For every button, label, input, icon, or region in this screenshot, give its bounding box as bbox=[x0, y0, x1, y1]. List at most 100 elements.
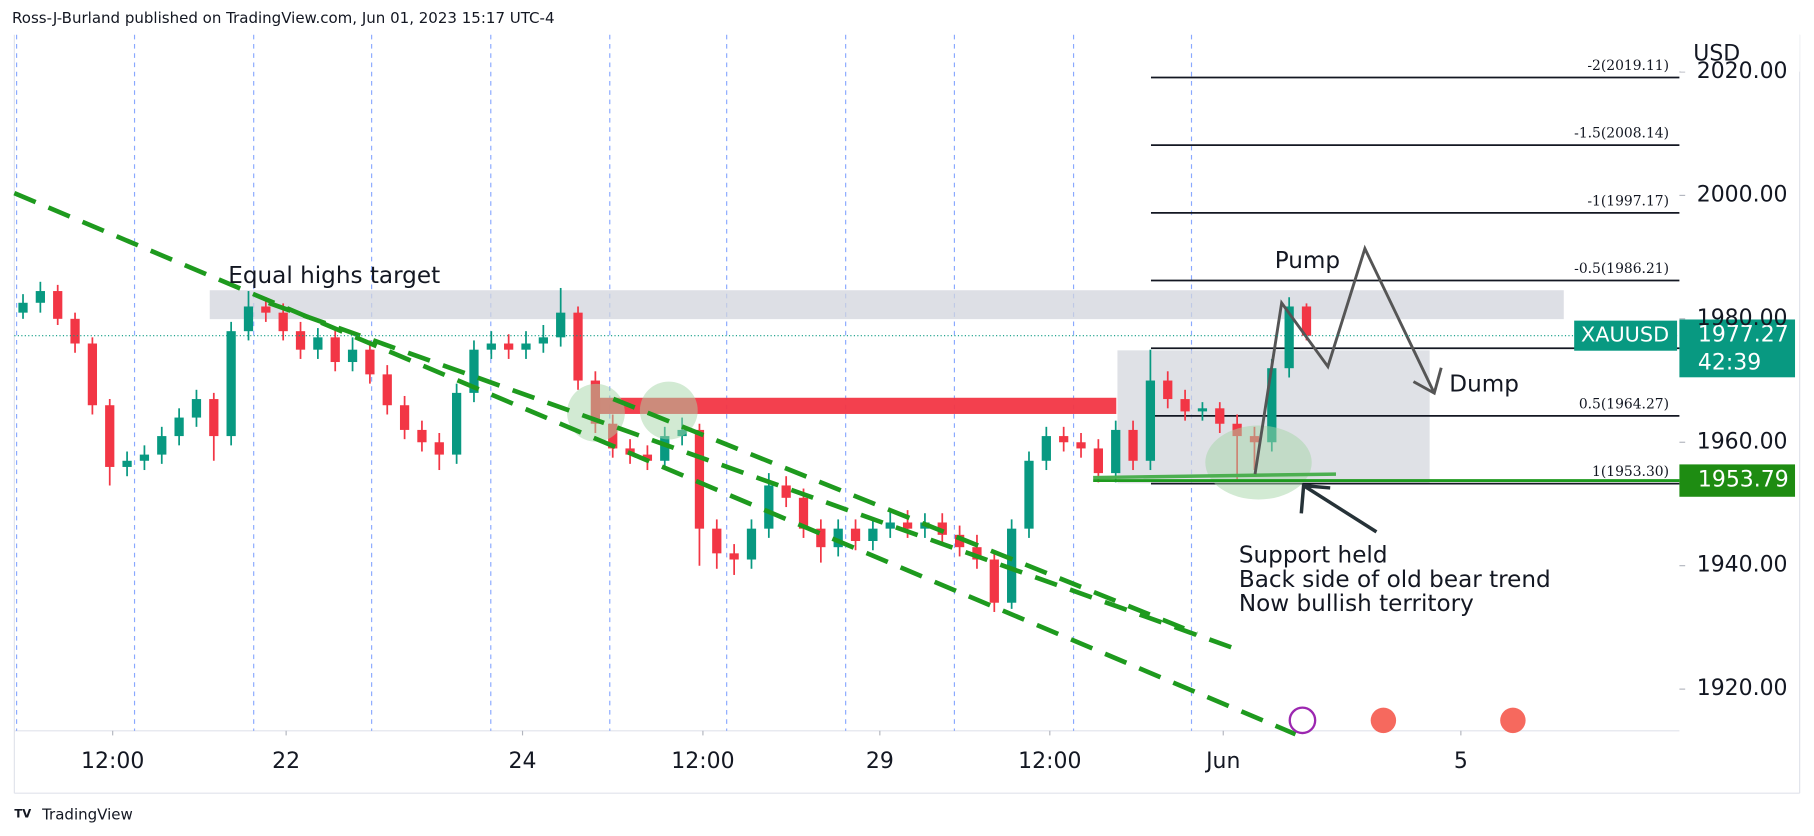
candle-body bbox=[70, 318, 80, 344]
symbol-label: XAUUSD bbox=[1581, 323, 1669, 347]
candle-body bbox=[451, 392, 462, 455]
annotation: Equal highs target bbox=[228, 263, 440, 289]
resistance-bar bbox=[595, 397, 1117, 414]
candle-body bbox=[712, 528, 722, 554]
fib-label: -0.5(1986.21) bbox=[1574, 261, 1669, 277]
candle-body bbox=[937, 522, 947, 535]
annotation: Dump bbox=[1449, 372, 1519, 398]
fib-label: 0.5(1964.27) bbox=[1579, 396, 1669, 412]
x-tick-label: 12:00 bbox=[1018, 749, 1081, 774]
candle-body bbox=[295, 331, 306, 350]
y-tick-label: 2000.00 bbox=[1697, 182, 1788, 207]
symbol-tag bbox=[1574, 320, 1678, 351]
currency-label: USD bbox=[1693, 41, 1740, 66]
fib-label: -1(1997.17) bbox=[1587, 193, 1669, 209]
candle-body bbox=[833, 528, 843, 548]
candle-body bbox=[399, 405, 410, 430]
candle-body bbox=[1284, 306, 1294, 369]
arrow bbox=[1302, 484, 1378, 534]
candles bbox=[18, 281, 1312, 612]
candle-body bbox=[694, 429, 705, 529]
axis-mask bbox=[1680, 34, 1800, 72]
equal-highs-zone bbox=[209, 290, 1564, 320]
candle-body bbox=[1197, 408, 1208, 412]
candle-body bbox=[278, 312, 288, 332]
candle-body bbox=[521, 343, 531, 350]
candle-body bbox=[1024, 460, 1034, 529]
x-tick-label: 22 bbox=[272, 749, 300, 774]
footer: TradingView bbox=[41, 806, 133, 824]
fib-levels: -2(2019.11) -1.5(2008.14) -1(1997.17) -0.5(… bbox=[1150, 58, 1680, 485]
candle-body bbox=[157, 436, 167, 455]
candle-body bbox=[1076, 442, 1086, 449]
candle-body bbox=[972, 547, 982, 560]
highlight-circle bbox=[567, 383, 625, 442]
candle-body bbox=[1111, 429, 1121, 474]
trendline bbox=[13, 190, 1297, 737]
candle-body bbox=[1145, 380, 1156, 461]
fib-label: 1(1953.30) bbox=[1592, 464, 1669, 480]
countdown-label: 42:39 bbox=[1698, 350, 1761, 375]
projection-path bbox=[1253, 244, 1436, 475]
candle-body bbox=[538, 337, 548, 344]
candle-body bbox=[261, 306, 271, 313]
candle-body bbox=[434, 442, 444, 455]
candle-body bbox=[174, 417, 184, 437]
candle-body bbox=[139, 454, 150, 461]
candle-body bbox=[764, 485, 774, 529]
candle-body bbox=[35, 291, 45, 303]
candle-body bbox=[1059, 436, 1069, 443]
price-tag-label: 1953.79 bbox=[1698, 468, 1789, 493]
price-tag-label: 1977.27 bbox=[1698, 323, 1789, 348]
event-icon[interactable] bbox=[1500, 707, 1526, 734]
event-icon[interactable] bbox=[1288, 706, 1317, 735]
candle-body bbox=[243, 306, 254, 332]
candle-body bbox=[1163, 380, 1173, 400]
y-tick-label: 1980.00 bbox=[1697, 306, 1788, 331]
candle-body bbox=[365, 349, 375, 375]
candle-body bbox=[53, 291, 63, 319]
y-tick-label: 1960.00 bbox=[1697, 429, 1788, 454]
candle-body bbox=[469, 349, 479, 393]
candle-body bbox=[18, 302, 28, 313]
arrow-head bbox=[1299, 483, 1331, 514]
candle-body bbox=[105, 405, 115, 467]
candle-body bbox=[504, 343, 514, 350]
x-tick-label: 24 bbox=[509, 749, 537, 774]
annotation: Now bullish territory bbox=[1239, 591, 1474, 617]
candle-body bbox=[417, 429, 427, 443]
candle-body bbox=[556, 312, 566, 338]
candle-body bbox=[868, 528, 878, 542]
candle-body bbox=[642, 454, 653, 461]
event-icon[interactable] bbox=[1370, 707, 1397, 734]
candle-body bbox=[1215, 408, 1225, 424]
x-tick-label: 12:00 bbox=[671, 749, 734, 774]
candle-body bbox=[729, 553, 739, 560]
fib-label: -2(2019.11) bbox=[1587, 58, 1669, 74]
candle-body bbox=[746, 528, 757, 560]
candle-body bbox=[486, 343, 496, 350]
candle-body bbox=[330, 337, 340, 363]
candle-body bbox=[87, 343, 98, 406]
candle-body bbox=[1301, 306, 1312, 336]
candle-body bbox=[1093, 448, 1103, 474]
highlight-circle bbox=[1205, 425, 1312, 500]
candle-body bbox=[347, 349, 358, 363]
candle-body bbox=[798, 497, 809, 529]
price-tag bbox=[1679, 464, 1796, 497]
price-tag bbox=[1679, 319, 1796, 378]
x-tick-label: 5 bbox=[1454, 749, 1468, 774]
x-tick-label: Jun bbox=[1204, 749, 1240, 774]
x-tick-label: 12:00 bbox=[81, 749, 144, 774]
annotation: Pump bbox=[1275, 248, 1340, 274]
candle-body bbox=[191, 399, 202, 418]
candle-body bbox=[1041, 436, 1051, 461]
y-tick-label: 1920.00 bbox=[1697, 676, 1788, 701]
candle-body bbox=[885, 522, 895, 529]
candle-body bbox=[122, 460, 132, 467]
candle-body bbox=[660, 436, 670, 461]
candle-body bbox=[1128, 429, 1138, 461]
